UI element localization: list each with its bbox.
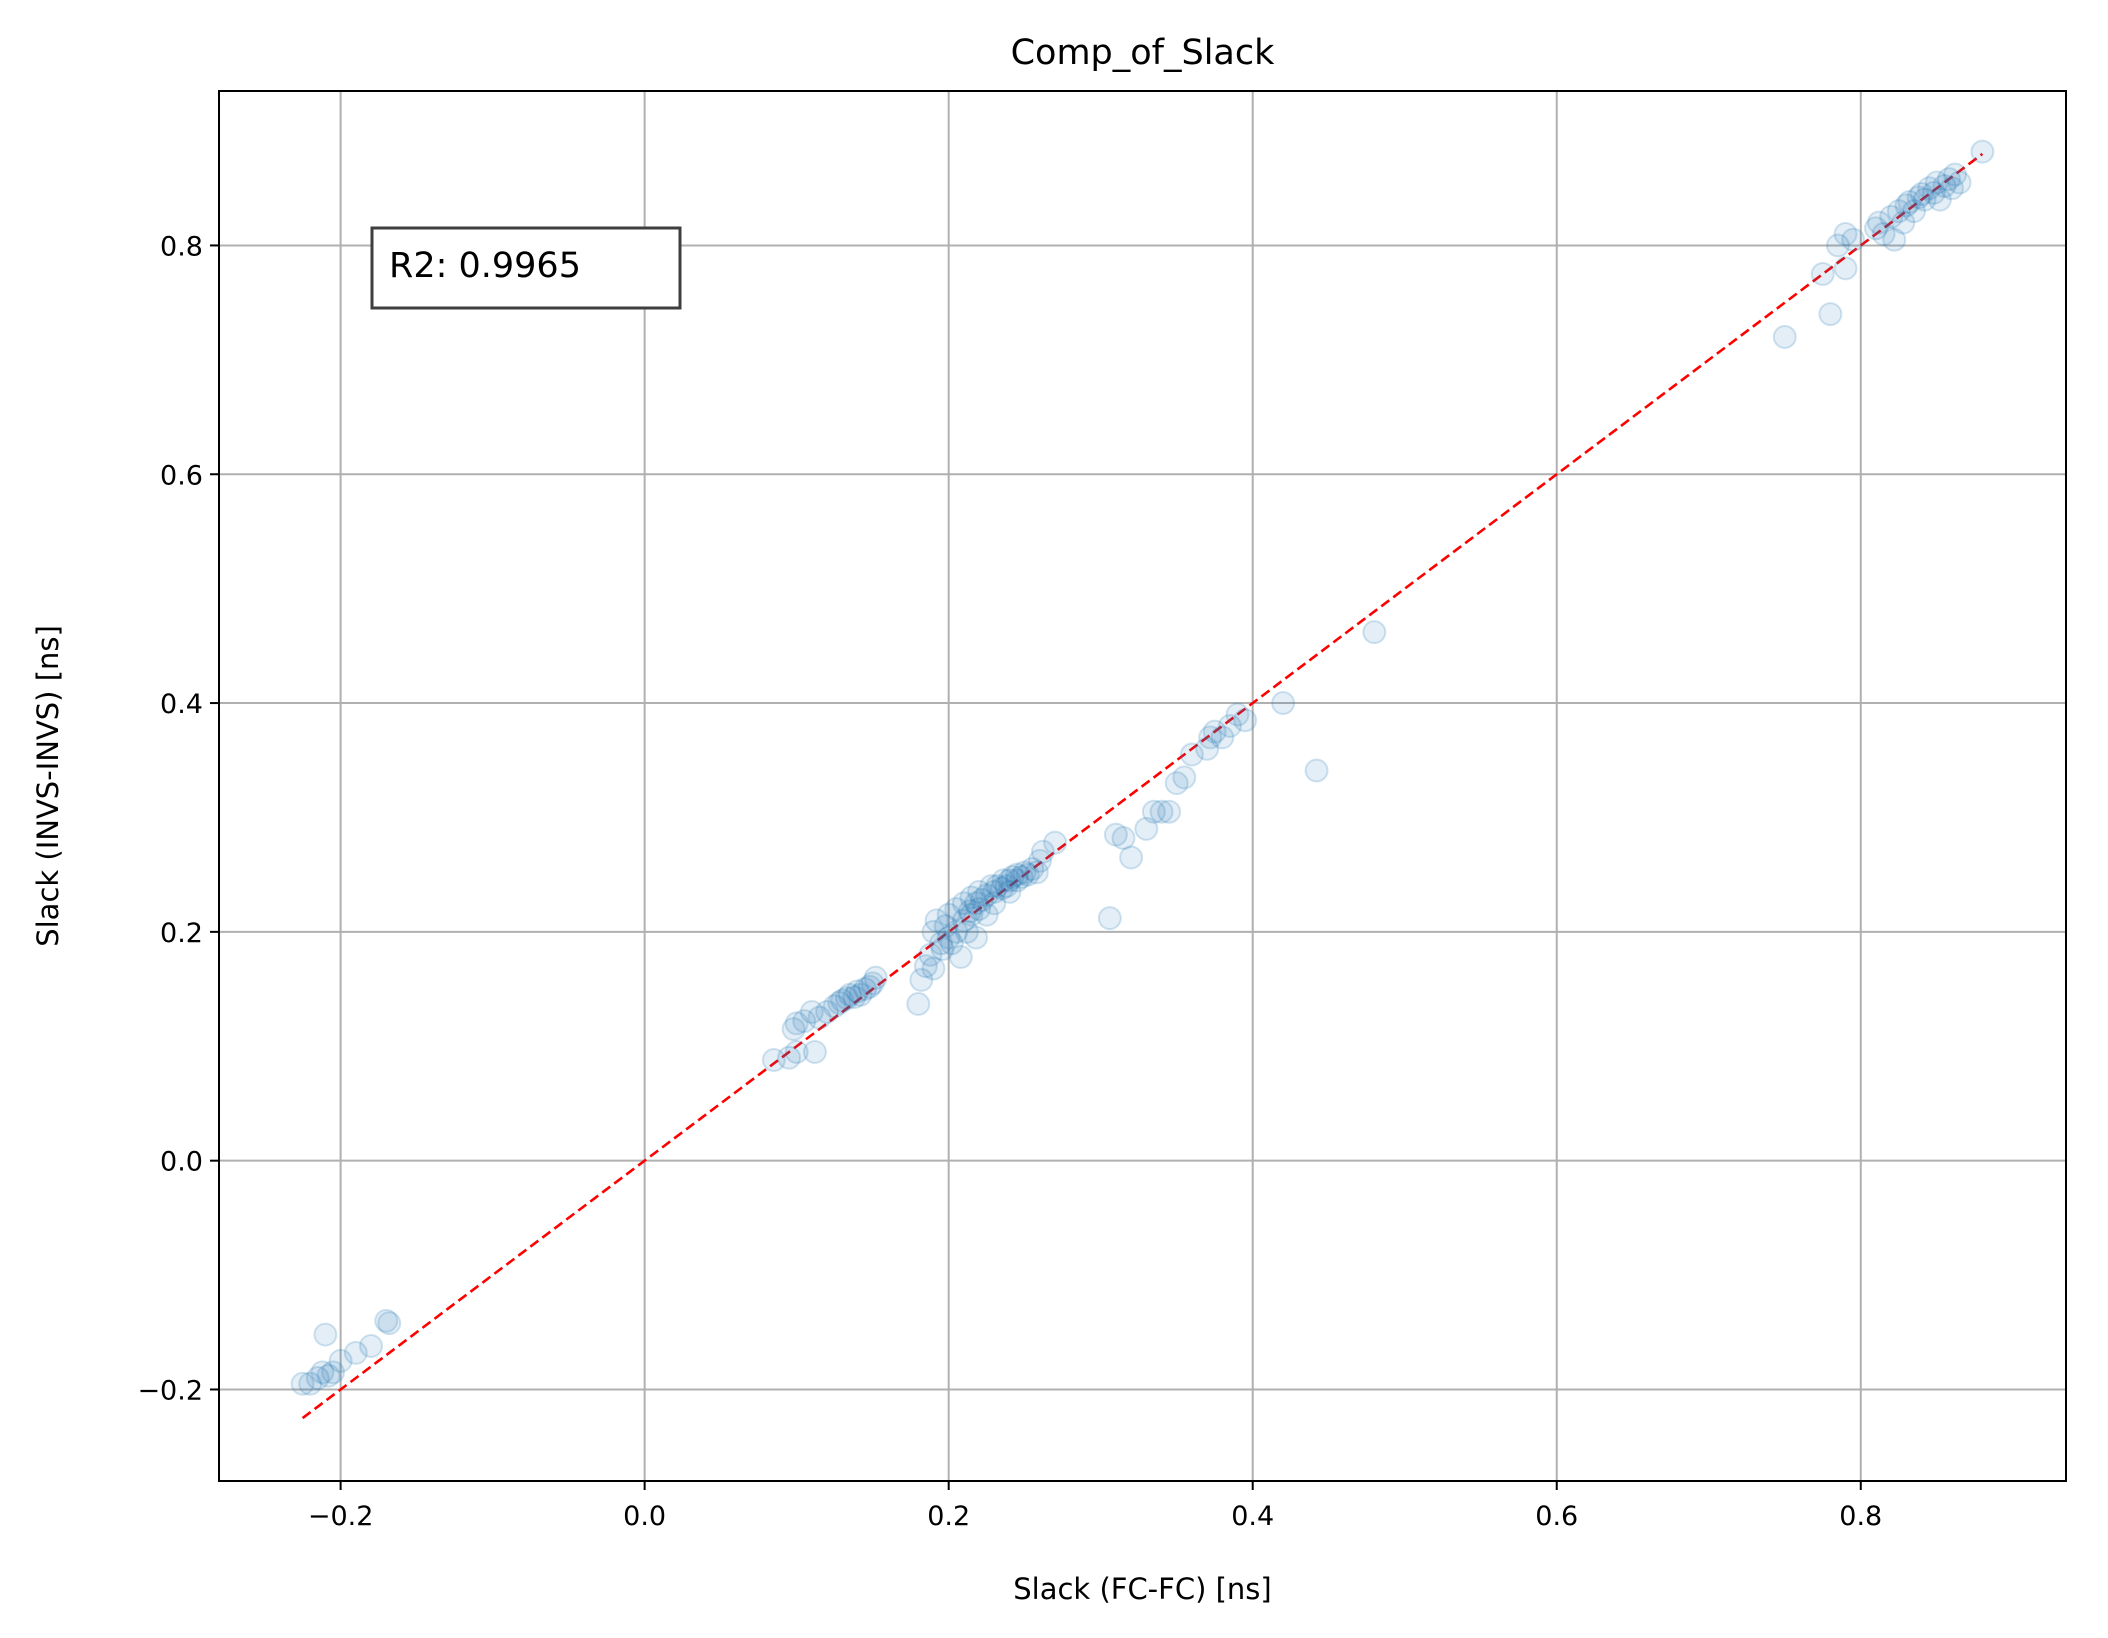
x-tick-label-0: −0.2 [308,1501,374,1532]
y-tick-label-1: 0.0 [160,1147,203,1178]
data-point-103 [1363,621,1385,643]
r2-annotation: R2: 0.9965 [372,228,680,308]
data-point-11 [378,1312,400,1334]
data-point-105 [1812,263,1834,285]
data-point-104 [1774,326,1796,348]
x-tick-label-4: 0.6 [1535,1501,1578,1532]
x-tick-label-5: 0.8 [1839,1501,1882,1532]
data-point-110 [1842,229,1864,251]
data-point-132 [1949,172,1971,194]
data-point-100 [1234,709,1256,731]
data-point-49 [950,946,972,968]
data-point-101 [1272,692,1294,714]
data-point-86 [1120,847,1142,869]
data-point-33 [865,967,887,989]
data-point-15 [804,1041,826,1063]
y-axis-label: Slack (INVS-INVS) [ns] [31,625,65,947]
data-point-83 [1099,907,1121,929]
data-point-9 [360,1335,382,1357]
data-point-106 [1819,303,1841,325]
chart-title: Comp_of_Slack [1011,33,1276,73]
data-point-56 [965,927,987,949]
y-tick-label-2: 0.2 [160,918,203,949]
data-point-82 [1044,832,1066,854]
x-tick-label-3: 0.4 [1231,1501,1274,1532]
y-tick-label-5: 0.8 [160,231,203,262]
y-tick-label-0: −0.2 [137,1375,203,1406]
x-tick-label-2: 0.2 [927,1501,970,1532]
annotation-text: R2: 0.9965 [389,246,581,286]
y-tick-label-3: 0.4 [160,689,203,720]
data-point-108 [1835,257,1857,279]
data-point-92 [1173,766,1195,788]
data-point-102 [1306,760,1328,782]
x-axis-label: Slack (FC-FC) [ns] [1013,1572,1271,1606]
data-point-90 [1158,801,1180,823]
data-point-6 [314,1324,336,1346]
data-point-34 [907,993,929,1015]
x-tick-label-1: 0.0 [623,1501,666,1532]
y-tick-label-4: 0.6 [160,460,203,491]
data-point-133 [1971,141,1993,163]
